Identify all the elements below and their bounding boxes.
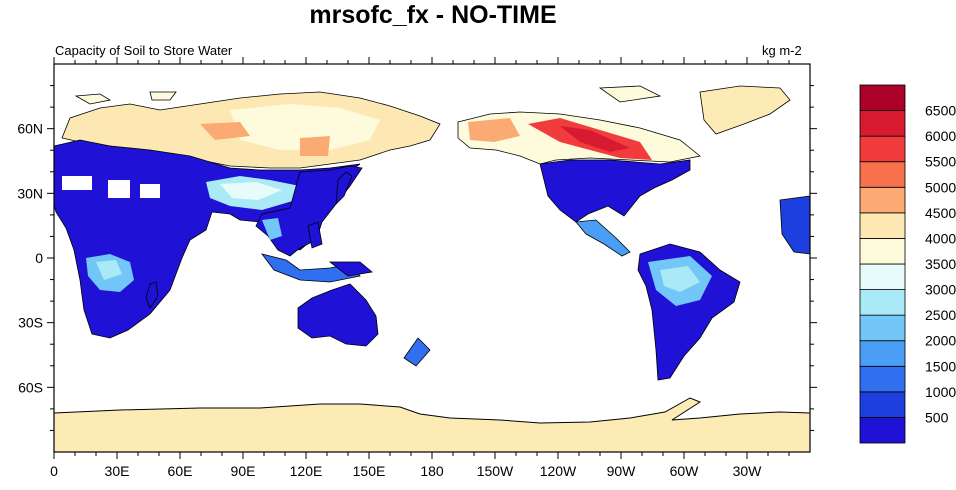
alaska-orange (468, 118, 520, 142)
colorbar-label: 5500 (925, 154, 956, 170)
x-tick-label: 120E (290, 463, 323, 479)
colorbar-label: 1500 (925, 358, 956, 374)
colorbar-label: 6500 (925, 103, 956, 119)
colorbar-label: 4500 (925, 205, 956, 221)
colorbar-box (859, 340, 906, 367)
x-tick-label: 120W (540, 463, 577, 479)
colorbar-box (859, 212, 906, 239)
eurasia-central-light (230, 104, 380, 150)
colorbar-box (859, 110, 906, 137)
x-tick-label: 180 (420, 463, 444, 479)
africa-white-patch (96, 260, 122, 280)
new-guinea (328, 261, 373, 277)
x-tick-label: 30E (105, 463, 130, 479)
sahara-gap-1 (62, 176, 92, 190)
arabia-gap (140, 184, 160, 198)
colorbar-box (859, 417, 906, 444)
colorbar-label: 3000 (925, 282, 956, 298)
x-tick-label: 0 (50, 463, 58, 479)
x-tick-label: 90W (607, 463, 637, 479)
colorbar-box (859, 135, 906, 163)
colorbar-label: 5000 (925, 179, 956, 195)
colorbar-label: 500 (925, 409, 949, 425)
colorbar-label: 3500 (925, 256, 956, 272)
antarctica (54, 397, 810, 452)
x-tick-label: 150E (353, 463, 386, 479)
y-tick-label: 0 (35, 250, 43, 266)
central-america (575, 219, 631, 257)
variable-long-name: Capacity of Soil to Store Water (55, 43, 233, 58)
amazon-white-core (660, 266, 700, 292)
colorbar-box (859, 238, 906, 265)
colorbar-box (859, 84, 906, 111)
y-tick-label: 30N (17, 185, 43, 201)
colorbar-box (859, 314, 906, 342)
canada-dark-core (560, 126, 630, 152)
colorbar-box (859, 289, 906, 316)
west-africa-bulge (779, 195, 810, 255)
eurasia-orange-patch (200, 122, 250, 140)
colorbar: 500 1000 1500 2000 2500 3000 3500 4000 4500 5000 5… (859, 84, 956, 444)
y-tick-label: 60S (18, 379, 43, 395)
colorbar-label: 4000 (925, 230, 956, 246)
colorbar-box (859, 263, 906, 290)
colorbar-box (859, 161, 906, 188)
arctic-island-2 (149, 91, 177, 101)
x-tick-label: 90E (231, 463, 256, 479)
units-label: kg m-2 (762, 43, 802, 58)
map-plot-area (54, 64, 810, 452)
australia (297, 283, 379, 347)
greenland (699, 85, 791, 135)
north-america-south (539, 159, 691, 223)
colorbar-box (859, 391, 906, 418)
south-east-asia (255, 165, 363, 257)
arctic-island-3 (598, 85, 662, 103)
y-tick-label: 60N (17, 121, 43, 137)
eurasia-orange-patch-2 (300, 136, 330, 156)
colorbar-label: 6000 (925, 128, 956, 144)
madagascar (145, 281, 159, 309)
japan (335, 171, 353, 206)
colorbar-label: 2000 (925, 333, 956, 349)
page-title: mrsofc_fx - NO-TIME (309, 1, 557, 29)
philippines (307, 221, 323, 249)
axis-ticks: 0 30E 60E 90E 120E 150E 180 150W 120W 90W 60W 30W 60… (17, 57, 817, 479)
colorbar-box (859, 186, 906, 214)
y-tick-label: 30S (18, 315, 43, 331)
sahara-gap-2 (108, 180, 130, 198)
x-tick-label: 30W (733, 463, 763, 479)
arctic-island-1 (74, 93, 112, 105)
x-tick-label: 60E (168, 463, 193, 479)
x-tick-label: 60W (670, 463, 700, 479)
colorbar-label: 1000 (925, 384, 956, 400)
x-tick-label: 150W (477, 463, 514, 479)
colorbar-label: 2500 (925, 307, 956, 323)
new-zealand (403, 337, 431, 367)
indochina-light (262, 218, 282, 240)
tibet-white-core (220, 182, 282, 200)
colorbar-box (859, 365, 906, 393)
